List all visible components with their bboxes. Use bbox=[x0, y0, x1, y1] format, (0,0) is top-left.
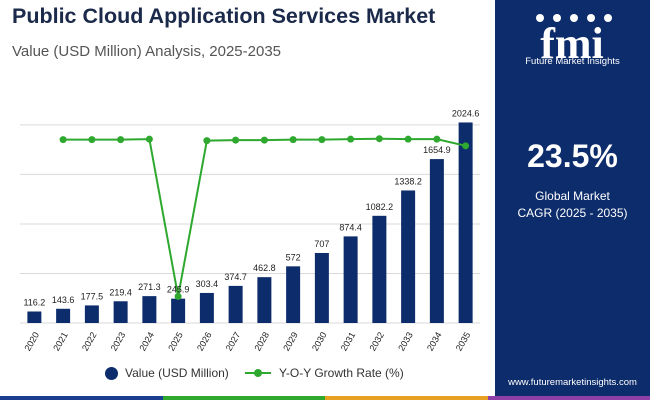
chart-title: Public Cloud Application Services Market bbox=[12, 4, 436, 28]
bar-value-label: 874.4 bbox=[339, 222, 362, 232]
x-tick-label: 2035 bbox=[454, 330, 473, 352]
growth-point-2027 bbox=[232, 136, 240, 144]
legend-label-growth: Y-O-Y Growth Rate (%) bbox=[279, 366, 404, 380]
bar-value-label: 116.2 bbox=[23, 297, 45, 307]
bar-value-label: 271.3 bbox=[138, 282, 161, 292]
bar-2028 bbox=[257, 277, 272, 323]
x-tick-label: 2021 bbox=[51, 330, 70, 352]
bar-value-label: 462.8 bbox=[253, 263, 276, 273]
x-tick-label: 2033 bbox=[396, 330, 415, 352]
bar-value-label: 177.5 bbox=[81, 291, 104, 301]
cagr-label-line2: CAGR (2025 - 2035) bbox=[517, 206, 628, 220]
logo-dot-icon bbox=[536, 14, 544, 22]
growth-point-2023 bbox=[117, 136, 125, 144]
x-tick-label: 2023 bbox=[109, 330, 128, 352]
bar-2032 bbox=[372, 215, 387, 323]
growth-point-2024 bbox=[145, 135, 153, 143]
logo-icons-row bbox=[536, 14, 612, 22]
bar-2030 bbox=[314, 252, 329, 323]
strip-segment bbox=[325, 396, 488, 400]
bar-value-label: 245.9 bbox=[167, 285, 190, 295]
growth-point-2030 bbox=[318, 136, 326, 144]
strip-segment bbox=[0, 396, 163, 400]
x-tick-label: 2020 bbox=[22, 330, 41, 352]
bar-2026 bbox=[199, 292, 214, 323]
bar-line-chart: 116.2 143.6 177.5 219.4 271.3 245.9 303.4 374.7… bbox=[20, 108, 480, 353]
bar-2025 bbox=[171, 298, 186, 323]
growth-point-2025 bbox=[174, 292, 182, 300]
x-tick-label: 2032 bbox=[367, 330, 386, 352]
chart-subtitle: Value (USD Million) Analysis, 2025-2035 bbox=[12, 43, 282, 60]
bar-value-label: 219.4 bbox=[109, 287, 132, 297]
bar-2021 bbox=[56, 308, 71, 323]
x-tick-label: 2028 bbox=[252, 330, 271, 352]
cagr-value: 23.5% bbox=[527, 138, 618, 174]
cagr-label-line1: Global Market bbox=[535, 189, 610, 203]
x-tick-label: 2024 bbox=[137, 330, 156, 352]
bar-value-label: 303.4 bbox=[196, 279, 219, 289]
x-tick-label: 2030 bbox=[310, 330, 329, 352]
bar-value-label: 1338.2 bbox=[394, 176, 422, 186]
bar-2024 bbox=[142, 296, 157, 323]
growth-point-2029 bbox=[289, 136, 297, 144]
bar-2031 bbox=[343, 236, 358, 323]
legend-item-growth: Y-O-Y Growth Rate (%) bbox=[245, 366, 404, 380]
bar-2029 bbox=[286, 266, 301, 323]
bar-value-label: 143.6 bbox=[52, 295, 75, 305]
logo-dot-icon bbox=[587, 14, 595, 22]
bar-value-label: 2024.6 bbox=[452, 108, 480, 118]
x-tick-label: 2027 bbox=[224, 330, 243, 352]
growth-point-2028 bbox=[260, 136, 268, 144]
growth-point-2035 bbox=[462, 142, 470, 150]
bar-2035 bbox=[458, 122, 473, 323]
side-panel: fmi Future Market Insights 23.5% Global … bbox=[495, 0, 650, 400]
logo-dot-icon bbox=[553, 14, 561, 22]
bar-value-label: 1082.2 bbox=[366, 202, 394, 212]
strip-segment bbox=[487, 396, 650, 400]
logo-dot-icon bbox=[604, 14, 612, 22]
company-name: Future Market Insights bbox=[525, 56, 620, 67]
website-url[interactable]: www.futuremarketinsights.com bbox=[508, 377, 637, 388]
growth-point-2032 bbox=[375, 135, 383, 143]
bar-value-label: 1654.9 bbox=[423, 145, 451, 155]
logo-wordmark: fmi bbox=[540, 19, 604, 68]
growth-point-2031 bbox=[347, 135, 355, 143]
legend-item-value: Value (USD Million) bbox=[105, 366, 229, 380]
growth-point-2033 bbox=[404, 135, 412, 143]
bar-2020 bbox=[27, 311, 42, 323]
x-tick-label: 2026 bbox=[195, 330, 214, 352]
growth-point-2026 bbox=[203, 137, 211, 145]
bar-2027 bbox=[228, 285, 243, 323]
growth-point-2034 bbox=[433, 135, 441, 143]
legend-bar-swatch bbox=[105, 366, 118, 380]
legend-line-swatch bbox=[245, 369, 271, 377]
fmi-logo: fmi bbox=[536, 14, 612, 68]
bottom-color-strip bbox=[0, 396, 650, 400]
x-tick-label: 2031 bbox=[339, 330, 358, 352]
x-tick-label: 2022 bbox=[80, 330, 99, 352]
bar-2023 bbox=[113, 301, 128, 323]
bar-value-label: 572 bbox=[286, 252, 301, 262]
growth-point-2022 bbox=[88, 136, 96, 144]
growth-point-2021 bbox=[59, 136, 67, 144]
bar-value-label: 707 bbox=[314, 239, 329, 249]
legend-label-value: Value (USD Million) bbox=[125, 366, 229, 380]
x-tick-label: 2029 bbox=[281, 330, 300, 352]
x-tick-label: 2034 bbox=[425, 330, 444, 352]
strip-segment bbox=[162, 396, 325, 400]
x-tick-label: 2025 bbox=[166, 330, 185, 352]
bar-2022 bbox=[84, 305, 99, 323]
bar-2034 bbox=[429, 159, 444, 323]
logo-dot-icon bbox=[570, 14, 578, 22]
bar-value-label: 374.7 bbox=[224, 272, 247, 282]
legend: Value (USD Million) Y-O-Y Growth Rate (%… bbox=[0, 366, 495, 386]
bar-2033 bbox=[401, 190, 416, 323]
